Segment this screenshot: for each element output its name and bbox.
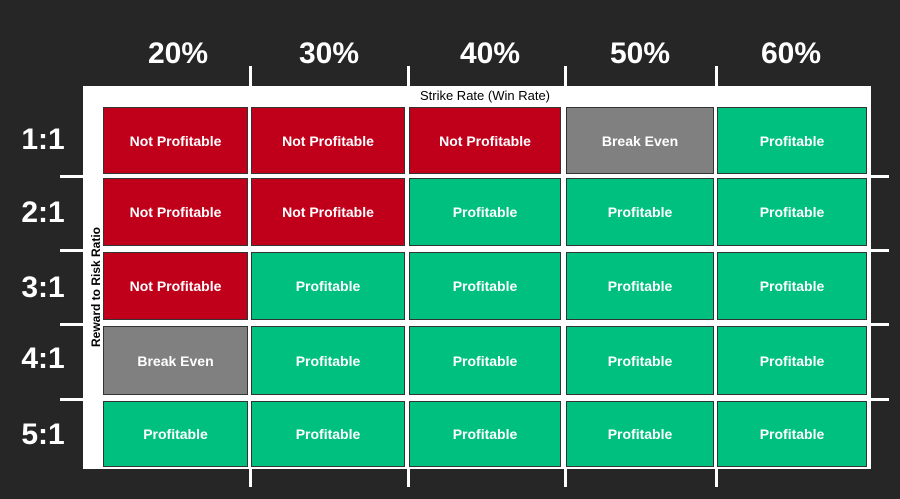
- matrix-cell: Profitable: [251, 401, 405, 467]
- column-label: 30%: [298, 37, 360, 70]
- grid-line-horizontal: [60, 398, 83, 401]
- grid-line-vertical: [249, 66, 252, 86]
- matrix-cell: Profitable: [717, 252, 867, 320]
- x-axis-title: Strike Rate (Win Rate): [419, 87, 551, 103]
- grid-line-horizontal: [871, 175, 889, 178]
- grid-line-vertical: [715, 66, 718, 86]
- grid-line-vertical: [715, 469, 718, 487]
- matrix-cell: Not Profitable: [103, 252, 248, 320]
- grid-line-horizontal: [871, 323, 889, 326]
- y-axis-title: Reward to Risk Ratio: [89, 226, 103, 348]
- matrix-cell: Not Profitable: [103, 178, 248, 246]
- grid-line-vertical: [564, 469, 567, 487]
- column-label: 40%: [459, 37, 521, 70]
- matrix-cell: Profitable: [409, 178, 561, 246]
- matrix-cell: Profitable: [566, 178, 714, 246]
- matrix-cell: Break Even: [566, 107, 714, 174]
- grid-line-vertical: [564, 66, 567, 86]
- matrix-cell: Profitable: [566, 326, 714, 395]
- grid-line-vertical: [407, 66, 410, 86]
- matrix-cell: Not Profitable: [251, 107, 405, 174]
- matrix-cell: Profitable: [103, 401, 248, 467]
- matrix-cell: Not Profitable: [103, 107, 248, 174]
- grid-line-horizontal: [60, 175, 83, 178]
- grid-line-horizontal: [871, 249, 889, 252]
- column-label: 20%: [147, 37, 209, 70]
- matrix-cell: Profitable: [566, 401, 714, 467]
- row-label: 3:1: [21, 271, 65, 304]
- grid-line-vertical: [407, 469, 410, 487]
- row-label: 5:1: [21, 418, 65, 451]
- row-label: 4:1: [21, 342, 65, 375]
- matrix-cell: Profitable: [717, 326, 867, 395]
- matrix-cell: Profitable: [717, 401, 867, 467]
- matrix-cell: Profitable: [717, 107, 867, 174]
- matrix-cell: Break Even: [103, 326, 248, 395]
- matrix-cell: Profitable: [409, 326, 561, 395]
- column-label: 50%: [609, 37, 671, 70]
- column-label: 60%: [760, 37, 822, 70]
- row-label: 1:1: [21, 123, 65, 156]
- matrix-cell: Profitable: [566, 252, 714, 320]
- grid-line-vertical: [249, 469, 252, 487]
- grid-line-horizontal: [60, 323, 83, 326]
- matrix-cell: Not Profitable: [409, 107, 561, 174]
- matrix-cell: Profitable: [251, 252, 405, 320]
- matrix-cell: Profitable: [409, 401, 561, 467]
- matrix-cell: Profitable: [717, 178, 867, 246]
- matrix-cell: Not Profitable: [251, 178, 405, 246]
- matrix-cell: Profitable: [251, 326, 405, 395]
- grid-line-horizontal: [60, 249, 83, 252]
- matrix-cell: Profitable: [409, 252, 561, 320]
- row-label: 2:1: [21, 196, 65, 229]
- grid-line-horizontal: [871, 398, 889, 401]
